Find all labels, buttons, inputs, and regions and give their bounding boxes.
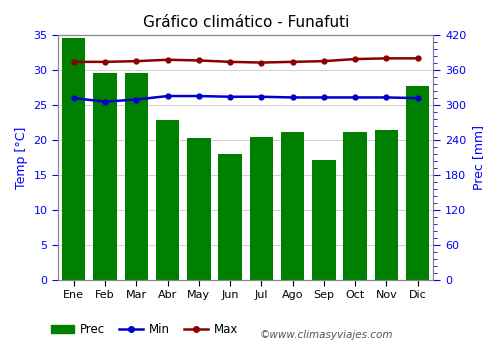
Bar bbox=[281, 132, 304, 280]
Y-axis label: Temp [°C]: Temp [°C] bbox=[15, 126, 28, 189]
Bar bbox=[156, 120, 180, 280]
Bar bbox=[312, 160, 336, 280]
Bar bbox=[250, 137, 273, 280]
Legend: Prec, Min, Max: Prec, Min, Max bbox=[46, 318, 242, 341]
Bar bbox=[124, 73, 148, 280]
Bar bbox=[187, 138, 210, 280]
Bar bbox=[374, 130, 398, 280]
Bar bbox=[218, 154, 242, 280]
Bar bbox=[62, 38, 86, 280]
Bar bbox=[344, 132, 367, 280]
Title: Gráfico climático - Funafuti: Gráfico climático - Funafuti bbox=[142, 15, 349, 30]
Bar bbox=[406, 86, 429, 280]
Y-axis label: Prec [mm]: Prec [mm] bbox=[472, 125, 485, 190]
Text: ©www.climasyviajes.com: ©www.climasyviajes.com bbox=[260, 329, 394, 340]
Bar bbox=[94, 73, 116, 280]
